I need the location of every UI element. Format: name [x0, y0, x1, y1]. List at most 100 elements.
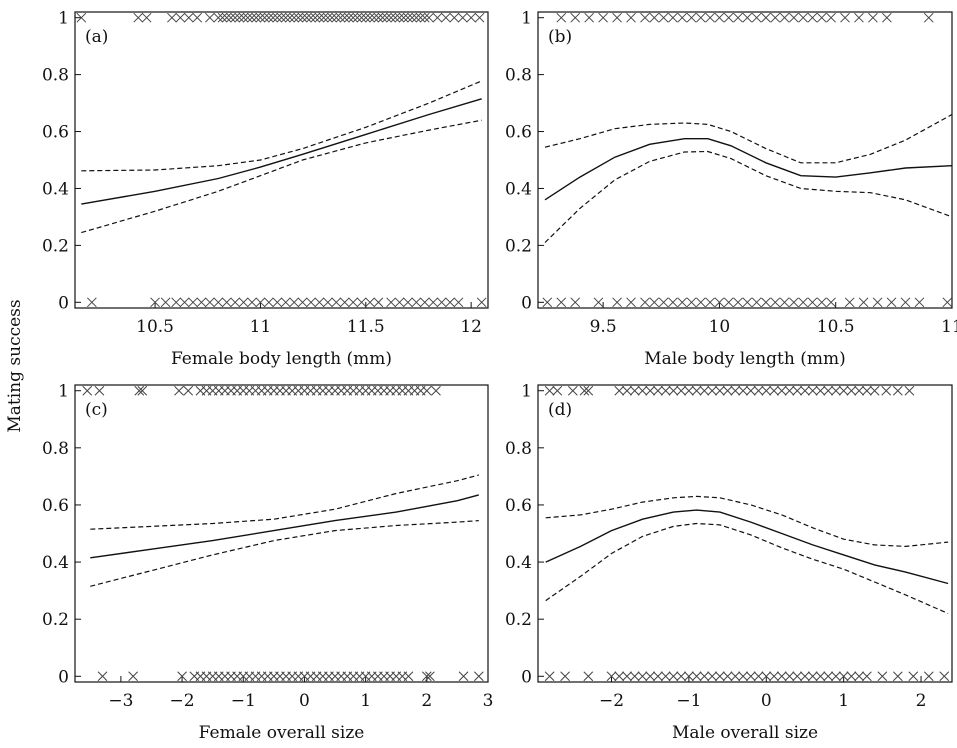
data-point-success — [823, 385, 834, 396]
plot-frame — [537, 11, 953, 309]
data-point-success — [183, 385, 194, 396]
data-point-failure — [87, 297, 97, 308]
data-point-failure — [255, 297, 266, 308]
data-point-failure — [614, 671, 625, 682]
data-point-success — [276, 12, 287, 23]
data-point-failure — [323, 297, 333, 308]
data-point-success — [390, 12, 401, 23]
data-point-success — [421, 385, 432, 396]
data-point-success — [567, 385, 578, 396]
data-point-success — [626, 12, 636, 23]
y-tick-label: 0.4 — [42, 179, 69, 199]
data-point-success — [441, 12, 451, 23]
data-point-failure — [792, 671, 803, 682]
data-point-failure — [707, 671, 717, 682]
data-point-success — [800, 385, 810, 396]
data-point-success — [82, 385, 93, 396]
data-point-failure — [684, 671, 694, 682]
data-point-failure — [411, 297, 422, 308]
data-point-failure — [348, 297, 358, 308]
data-point-failure — [213, 297, 224, 308]
x-axis-label: Male body length (mm) — [644, 349, 845, 369]
x-tick-label: 1 — [838, 691, 849, 711]
data-point-success — [242, 12, 253, 23]
y-tick-label: 0 — [521, 293, 532, 313]
x-tick-label: 9.5 — [590, 317, 617, 337]
y-tick-label: 0 — [58, 667, 69, 687]
x-axis-label: Female body length (mm) — [171, 349, 392, 369]
x-tick-label: 0 — [299, 691, 310, 711]
data-point-failure — [892, 671, 903, 682]
y-tick-label: 0.4 — [42, 553, 69, 573]
data-point-failure — [807, 671, 818, 682]
data-point-success — [637, 385, 648, 396]
y-tick-label: 0.6 — [505, 123, 532, 143]
panel-label: (b) — [548, 27, 572, 47]
data-point-failure — [668, 297, 678, 308]
data-point-failure — [645, 671, 656, 682]
data-point-success — [792, 385, 803, 396]
data-point-success — [882, 12, 892, 23]
data-point-success — [840, 12, 850, 23]
data-point-failure — [373, 297, 384, 308]
data-point-failure — [306, 297, 316, 308]
data-point-failure — [428, 297, 439, 308]
data-point-success — [247, 12, 257, 23]
data-point-success — [335, 12, 346, 23]
data-point-failure — [247, 297, 257, 308]
data-point-success — [742, 12, 753, 23]
data-point-success — [660, 385, 671, 396]
data-point-success — [826, 12, 836, 23]
data-point-failure — [297, 297, 308, 308]
data-point-failure — [544, 671, 555, 682]
data-point-failure — [831, 671, 841, 682]
upper-confidence-band — [544, 113, 953, 164]
y-tick-label: 0.6 — [42, 123, 69, 143]
data-point-failure — [769, 671, 779, 682]
data-point-success — [583, 385, 594, 396]
plot-frame — [74, 384, 489, 683]
data-point-failure — [238, 297, 249, 308]
x-axis-label: Male overall size — [672, 723, 818, 743]
data-point-failure — [264, 297, 274, 308]
data-point-success — [327, 12, 337, 23]
data-point-failure — [425, 671, 435, 682]
data-point-failure — [770, 297, 781, 308]
data-point-success — [331, 12, 342, 23]
data-point-success — [695, 12, 706, 23]
data-point-success — [556, 12, 567, 23]
data-point-success — [213, 12, 224, 23]
data-point-failure — [699, 671, 710, 682]
data-point-success — [293, 12, 304, 23]
data-point-failure — [653, 671, 663, 682]
data-point-success — [722, 385, 733, 396]
data-point-success — [474, 12, 485, 23]
data-point-success — [217, 12, 228, 23]
data-point-success — [457, 12, 468, 23]
data-point-failure — [658, 297, 669, 308]
data-point-failure — [714, 671, 725, 682]
data-point-failure — [738, 671, 748, 682]
data-point-failure — [150, 297, 160, 308]
data-point-failure — [751, 297, 762, 308]
panel-4: 0 0.2 0.4 0.6 0.8 1 −2 −1 0 1 2 Male overall size (d… — [505, 382, 953, 743]
data-point-success — [94, 385, 105, 396]
data-point-success — [339, 12, 350, 23]
data-point-success — [691, 385, 702, 396]
data-point-success — [369, 12, 380, 23]
data-point-success — [415, 12, 426, 23]
data-point-success — [904, 385, 915, 396]
data-point-failure — [386, 297, 396, 308]
data-point-success — [676, 385, 687, 396]
data-point-success — [352, 12, 363, 23]
x-tick-label: −1 — [231, 691, 256, 711]
data-point-success — [598, 12, 608, 23]
x-axis-label: Female overall size — [199, 723, 365, 743]
fitted-curve — [545, 509, 949, 585]
data-point-success — [784, 385, 795, 396]
data-point-failure — [160, 297, 171, 308]
panel-2: 0 0.2 0.4 0.6 0.8 1 9.5 10 10.5 11 Male body lengt… — [505, 9, 957, 369]
data-point-success — [297, 12, 308, 23]
data-point-failure — [846, 671, 857, 682]
data-point-success — [753, 385, 764, 396]
